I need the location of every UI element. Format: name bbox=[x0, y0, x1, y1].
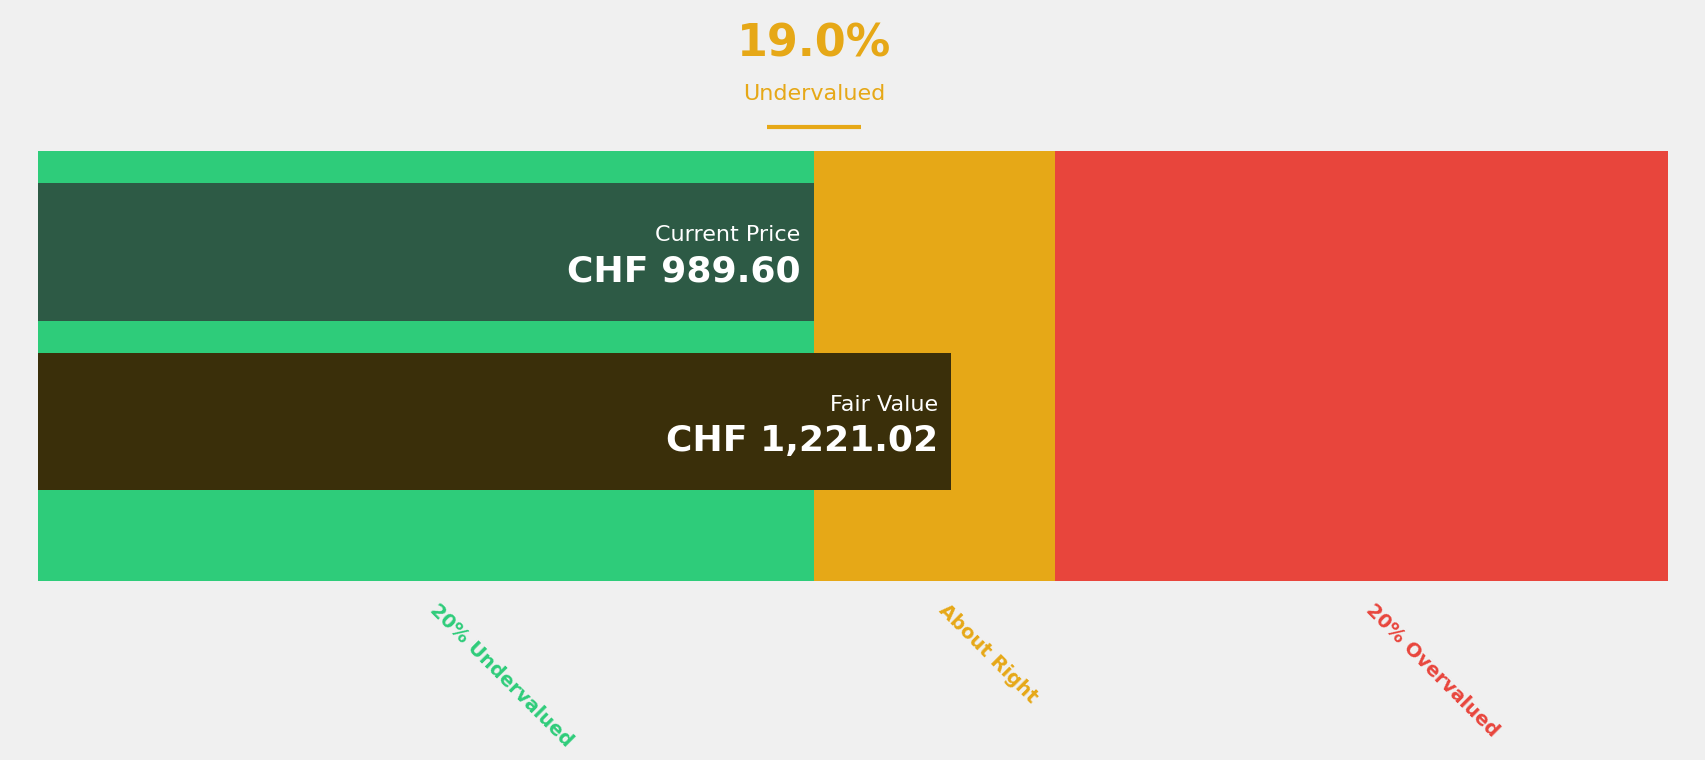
Bar bbox=[38, 183, 813, 321]
Text: 20% Undervalued: 20% Undervalued bbox=[426, 601, 576, 751]
Bar bbox=[1055, 151, 1667, 581]
Text: 19.0%: 19.0% bbox=[737, 22, 890, 65]
Text: CHF 989.60: CHF 989.60 bbox=[566, 255, 800, 288]
Bar bbox=[38, 490, 813, 523]
Text: Current Price: Current Price bbox=[655, 226, 800, 245]
Text: Undervalued: Undervalued bbox=[742, 84, 885, 104]
Text: CHF 1,221.02: CHF 1,221.02 bbox=[665, 424, 938, 458]
Bar bbox=[38, 151, 813, 581]
Text: About Right: About Right bbox=[934, 601, 1040, 707]
Text: Fair Value: Fair Value bbox=[829, 395, 938, 415]
Bar bbox=[38, 321, 813, 353]
Bar bbox=[38, 353, 951, 490]
Text: 20% Overvalued: 20% Overvalued bbox=[1361, 601, 1500, 741]
Bar bbox=[38, 151, 813, 183]
Bar bbox=[813, 151, 1055, 581]
